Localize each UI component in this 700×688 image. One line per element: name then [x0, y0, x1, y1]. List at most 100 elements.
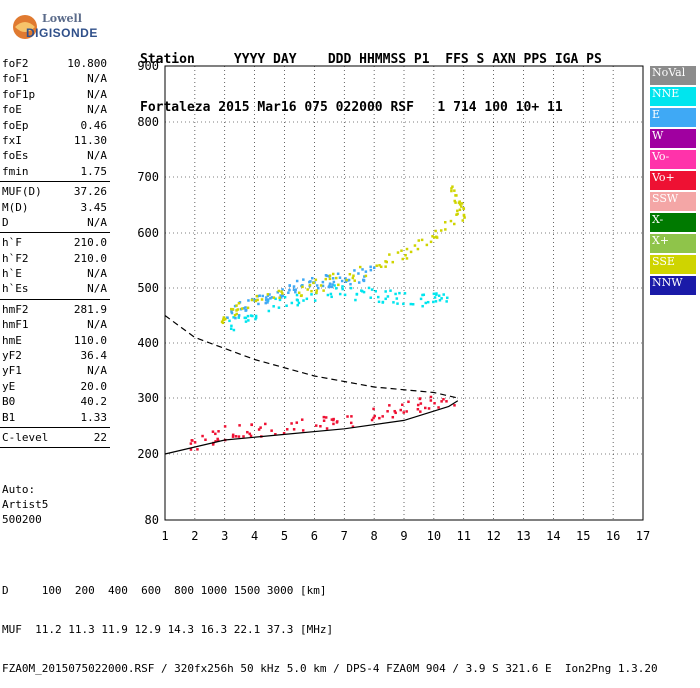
echo-point — [216, 439, 220, 443]
echo-point — [338, 292, 342, 296]
echo-point — [381, 301, 385, 304]
echo-point — [351, 276, 355, 280]
echo-point — [324, 274, 328, 277]
echo-point — [312, 281, 315, 285]
echo-point — [295, 293, 299, 297]
legend-item-sse: SSE — [650, 255, 696, 274]
echo-point — [374, 290, 378, 293]
echo-point — [280, 290, 283, 293]
echo-point — [266, 293, 270, 296]
echo-point — [453, 199, 456, 203]
echo-point — [305, 297, 309, 301]
echo-point — [330, 418, 334, 421]
echo-point — [379, 265, 383, 269]
param-value: 37.26 — [73, 185, 107, 199]
echo-point — [302, 278, 305, 281]
param-key: C-level — [2, 430, 49, 444]
echo-point — [231, 433, 235, 437]
echo-point — [433, 236, 436, 239]
param-key: foEp — [2, 118, 29, 132]
echo-point — [250, 423, 253, 426]
echo-point — [349, 286, 353, 290]
echo-point — [328, 274, 332, 277]
param-key: h`Es — [2, 282, 29, 296]
echo-point — [456, 212, 459, 216]
echo-point — [292, 285, 296, 288]
echo-point — [322, 419, 326, 422]
echo-point — [234, 316, 237, 320]
param-row: hmF2 281.9 — [0, 302, 110, 317]
param-key: hmE — [2, 333, 22, 347]
param-value: 22 — [93, 430, 107, 444]
footer-distance: D 100 200 400 600 800 1000 1500 3000 [km… — [2, 584, 327, 597]
profile-solid-line — [164, 400, 459, 455]
echo-point — [445, 300, 448, 303]
echo-point — [411, 303, 415, 306]
autoscale-info: Auto: Artist5 500200 — [2, 482, 48, 527]
echo-point — [322, 289, 325, 292]
param-separator — [0, 447, 110, 449]
echo-point — [232, 328, 236, 332]
echo-point — [300, 294, 303, 297]
echo-point — [222, 316, 226, 319]
echo-point — [328, 277, 332, 281]
echo-point — [391, 415, 395, 419]
x-tick-label: 2 — [191, 529, 198, 543]
param-value: N/A — [87, 103, 107, 117]
param-value: 11.30 — [73, 133, 107, 147]
echo-point — [332, 280, 336, 284]
echo-point — [244, 306, 247, 309]
param-key: hmF1 — [2, 318, 29, 332]
echo-point — [257, 428, 261, 431]
echo-point — [315, 284, 319, 287]
echo-point — [369, 268, 373, 272]
param-separator — [0, 232, 110, 234]
echo-point — [341, 287, 344, 291]
echo-point — [350, 415, 353, 418]
x-tick-label: 7 — [341, 529, 348, 543]
echo-point — [405, 257, 409, 260]
param-value: N/A — [87, 87, 107, 101]
echo-point — [335, 421, 339, 424]
echo-point — [229, 307, 233, 311]
x-tick-label: 17 — [636, 529, 650, 543]
echo-point — [274, 297, 277, 301]
echo-point — [460, 205, 463, 208]
echo-point — [306, 288, 309, 291]
x-tick-label: 5 — [281, 529, 288, 543]
echo-point — [453, 222, 456, 226]
footer-info: D 100 200 400 600 800 1000 1500 3000 [km… — [2, 558, 658, 688]
y-tick-label: 700 — [137, 170, 159, 184]
echo-point — [223, 425, 227, 428]
echo-point — [282, 431, 286, 435]
echo-point — [391, 260, 395, 264]
echo-point — [216, 437, 219, 441]
echo-point — [294, 288, 297, 291]
echo-point — [389, 289, 392, 292]
echo-point — [302, 299, 305, 302]
echo-point — [315, 291, 318, 295]
echo-point — [336, 272, 340, 276]
echo-point — [237, 301, 241, 305]
param-key: h`F — [2, 236, 22, 250]
echo-point — [270, 296, 274, 299]
echo-point — [349, 421, 353, 425]
param-value: 1.33 — [80, 410, 108, 424]
echo-point — [247, 299, 250, 302]
echo-point — [328, 282, 332, 285]
param-row: MUF(D) 37.26 — [0, 184, 110, 199]
param-row: D N/A — [0, 215, 110, 230]
echo-point — [344, 277, 347, 280]
echo-point — [283, 295, 287, 299]
param-value: 10.800 — [67, 57, 107, 70]
param-row: foEs N/A — [0, 148, 110, 163]
echo-point — [369, 296, 372, 299]
echo-point — [432, 292, 436, 296]
echo-point — [332, 418, 335, 422]
param-value: 281.9 — [73, 302, 107, 316]
param-value: 20.0 — [80, 379, 108, 393]
echo-point — [238, 424, 241, 427]
echo-point — [315, 289, 318, 292]
echo-point — [400, 249, 403, 252]
echo-point — [364, 270, 368, 273]
